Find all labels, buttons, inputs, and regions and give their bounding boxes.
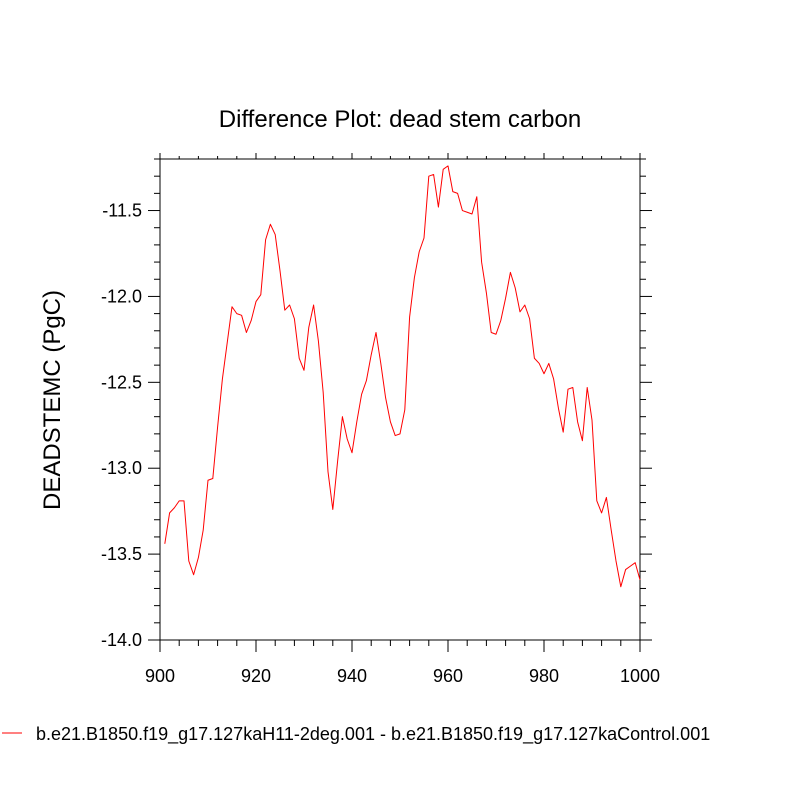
x-tick-label: 980 <box>529 666 559 686</box>
y-axis-label: DEADSTEMC (PgC) <box>39 290 66 510</box>
y-tick-label: -12.5 <box>101 372 142 392</box>
axis-ticks <box>148 153 652 652</box>
axis-tick-labels: 900 920 940 960 980 1000 -14.0 -13.5 -13.0 -12.5 -… <box>101 201 660 686</box>
chart-title: Difference Plot: dead stem carbon <box>219 106 581 133</box>
x-tick-label: 960 <box>433 666 463 686</box>
y-tick-label: -14.0 <box>101 630 142 650</box>
y-tick-label: -13.0 <box>101 458 142 478</box>
legend-label: b.e21.B1850.f19_g17.127kaH11-2deg.001 - … <box>36 724 710 745</box>
y-tick-label: -13.5 <box>101 544 142 564</box>
series-line <box>164 165 641 588</box>
legend: b.e21.B1850.f19_g17.127kaH11-2deg.001 - … <box>2 724 710 745</box>
x-tick-label: 1000 <box>620 666 660 686</box>
series-layer <box>164 165 641 588</box>
x-tick-label: 920 <box>241 666 271 686</box>
y-tick-label: -11.5 <box>102 201 142 221</box>
y-tick-label: -12.0 <box>101 286 142 306</box>
x-tick-label: 940 <box>337 666 367 686</box>
x-tick-label: 900 <box>145 666 175 686</box>
